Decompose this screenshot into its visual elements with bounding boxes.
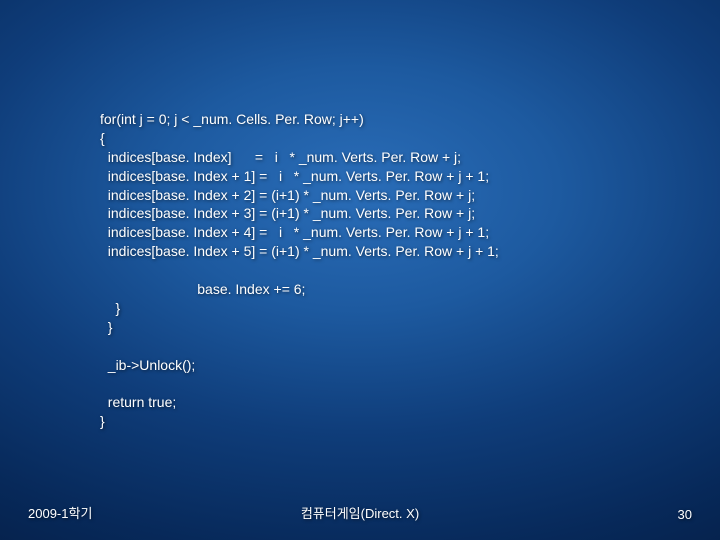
footer-center: 컴퓨터게임(Direct. X) (0, 503, 720, 522)
code-line: for(int j = 0; j < _num. Cells. Per. Row… (100, 111, 364, 127)
code-line: } (100, 300, 120, 316)
footer-page-number: 30 (678, 507, 692, 522)
code-line: } (100, 319, 112, 335)
code-line: indices[base. Index + 4] = i * _num. Ver… (100, 224, 489, 240)
code-line: { (100, 130, 105, 146)
code-line: indices[base. Index + 3] = (i+1) * _num.… (100, 205, 475, 221)
code-line: indices[base. Index] = i * _num. Verts. … (100, 149, 461, 165)
code-block: for(int j = 0; j < _num. Cells. Per. Row… (100, 110, 499, 431)
code-line: base. Index += 6; (100, 281, 305, 297)
slide: for(int j = 0; j < _num. Cells. Per. Row… (0, 0, 720, 540)
code-line: indices[base. Index + 1] = i * _num. Ver… (100, 168, 489, 184)
code-line: indices[base. Index + 2] = (i+1) * _num.… (100, 187, 475, 203)
code-line: } (100, 413, 105, 429)
code-line: return true; (100, 394, 176, 410)
code-line: indices[base. Index + 5] = (i+1) * _num.… (100, 243, 499, 259)
code-line: _ib->Unlock(); (100, 357, 195, 373)
